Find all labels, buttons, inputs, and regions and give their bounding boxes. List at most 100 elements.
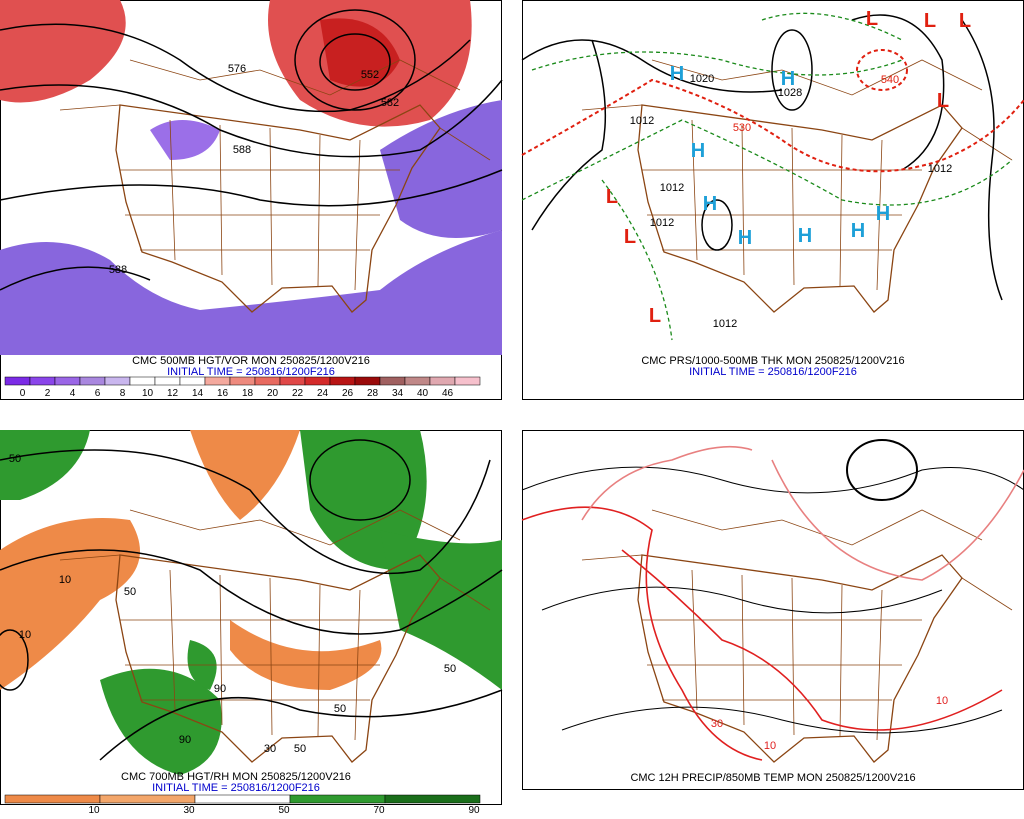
thickness-lines-part xyxy=(761,12,903,41)
high-center: H xyxy=(691,140,705,162)
colorbar-swatch xyxy=(54,376,81,386)
precip-contours-part xyxy=(561,706,1003,734)
colorbar-label: 70 xyxy=(373,805,385,816)
colorbar-swatch xyxy=(204,376,231,386)
contour-label: 30 xyxy=(264,743,276,755)
colorbar-label: 0 xyxy=(20,388,26,399)
contour-label: 1028 xyxy=(778,87,802,99)
colorbar-swatch xyxy=(429,376,456,386)
temperature-contours-part xyxy=(521,506,763,761)
low-center: L xyxy=(624,226,636,248)
low-center: L xyxy=(606,186,618,208)
colorbar-label: 12 xyxy=(167,388,179,399)
height-contours xyxy=(0,9,503,291)
colorbar-label: 22 xyxy=(292,388,304,399)
initial-time: INITIAL TIME = 250816/1200F216 xyxy=(167,366,335,378)
high-center: H xyxy=(703,193,717,215)
humidity-fill-part xyxy=(380,530,502,690)
thickness-lines-part xyxy=(521,78,1024,173)
high-center: H xyxy=(851,220,865,242)
low-center: L xyxy=(649,305,661,327)
contour-label: 50 xyxy=(124,586,136,598)
colorbar-label: 28 xyxy=(367,388,379,399)
low-center: L xyxy=(924,10,936,32)
colorbar-swatch xyxy=(229,376,256,386)
panel-500mb: 576 552 582 588 588 CMC 500MB HGT/VOR MO… xyxy=(0,0,503,400)
vorticity-fill-part xyxy=(150,120,220,160)
height-contours-part xyxy=(309,439,411,521)
high-center: H xyxy=(798,225,812,247)
humidity-fill-part xyxy=(0,430,90,500)
colorbar-swatch xyxy=(454,376,481,386)
contour-label: 1012 xyxy=(650,217,674,229)
colorbar-swatch xyxy=(179,376,206,386)
height-contours-part xyxy=(0,266,151,291)
colorbar-label: 8 xyxy=(120,388,126,399)
contour-label: 30 xyxy=(711,718,723,730)
isobars-part xyxy=(851,14,945,171)
colorbar-label: 46 xyxy=(442,388,454,399)
contour-label: 1012 xyxy=(660,182,684,194)
colorbar-label: 26 xyxy=(342,388,354,399)
height-contours-part xyxy=(0,23,471,113)
colorbar-swatch xyxy=(289,794,386,804)
colorbar-swatch xyxy=(279,376,306,386)
thickness-lines-part xyxy=(601,179,673,341)
contour-label: 50 xyxy=(334,703,346,715)
thickness-label: 540 xyxy=(881,74,899,86)
contour-label: 10 xyxy=(59,574,71,586)
contour-label: 50 xyxy=(444,663,456,675)
colorbar-swatch xyxy=(194,794,291,804)
colorbar-label: 4 xyxy=(70,388,76,399)
colorbar-label: 14 xyxy=(192,388,204,399)
colorbar-swatch xyxy=(99,794,196,804)
humidity-fill-part xyxy=(190,430,300,520)
precip-contours-part xyxy=(541,586,943,614)
humidity-fill-part xyxy=(100,668,222,775)
initial-time: INITIAL TIME = 250816/1200F216 xyxy=(152,782,320,794)
panel-700mb: 50 10 10 50 90 90 50 30 50 50 CMC 700MB … xyxy=(0,430,503,816)
contour-label: 10 xyxy=(764,740,776,752)
colorbar-swatch xyxy=(404,376,431,386)
colorbar-label: 34 xyxy=(392,388,404,399)
isobars-part xyxy=(521,39,783,93)
colorbar-label: 90 xyxy=(468,805,480,816)
thickness-lines xyxy=(521,12,1024,341)
colorbar-swatch xyxy=(354,376,381,386)
contour-label: 576 xyxy=(228,63,246,75)
colorbar-swatch xyxy=(4,794,101,804)
colorbar-label: 24 xyxy=(317,388,329,399)
height-contours-part xyxy=(0,449,491,574)
isobars xyxy=(521,14,1003,301)
colorbar-swatch xyxy=(384,794,481,804)
low-center: L xyxy=(959,10,971,32)
colorbar-label: 18 xyxy=(242,388,254,399)
colorbar-label: 30 xyxy=(183,805,195,816)
isobars-part xyxy=(961,19,1003,301)
colorbar-label: 2 xyxy=(45,388,51,399)
colorbar-swatch xyxy=(154,376,181,386)
precip-contours-part xyxy=(521,466,1024,494)
panel-pressure: H H H H H H H H L L L L L L L 1020 1028 … xyxy=(521,0,1024,400)
colorbar-label: 16 xyxy=(217,388,229,399)
humidity-fill xyxy=(0,430,502,775)
thickness-lines-part xyxy=(856,49,908,91)
contour-label: 582 xyxy=(381,97,399,109)
height-contours-part xyxy=(0,169,503,207)
isobars-part xyxy=(771,29,813,111)
temperature-contours-part xyxy=(581,445,753,521)
contour-label: 1020 xyxy=(690,73,714,85)
high-center: H xyxy=(738,227,752,249)
contour-label: 1012 xyxy=(713,318,737,330)
vorticity-fill-part xyxy=(380,100,502,238)
contour-label: 50 xyxy=(294,743,306,755)
contour-label: 10 xyxy=(936,695,948,707)
colorbar-swatch xyxy=(104,376,131,386)
thickness-lines-part xyxy=(531,51,903,76)
height-contours-part xyxy=(0,549,503,635)
isobars-part xyxy=(531,39,607,231)
temperature-contours-part xyxy=(771,459,1024,581)
low-center: L xyxy=(937,90,949,112)
panel-title: CMC 500MB HGT/VOR MON 250825/1200V216 xyxy=(132,355,370,367)
